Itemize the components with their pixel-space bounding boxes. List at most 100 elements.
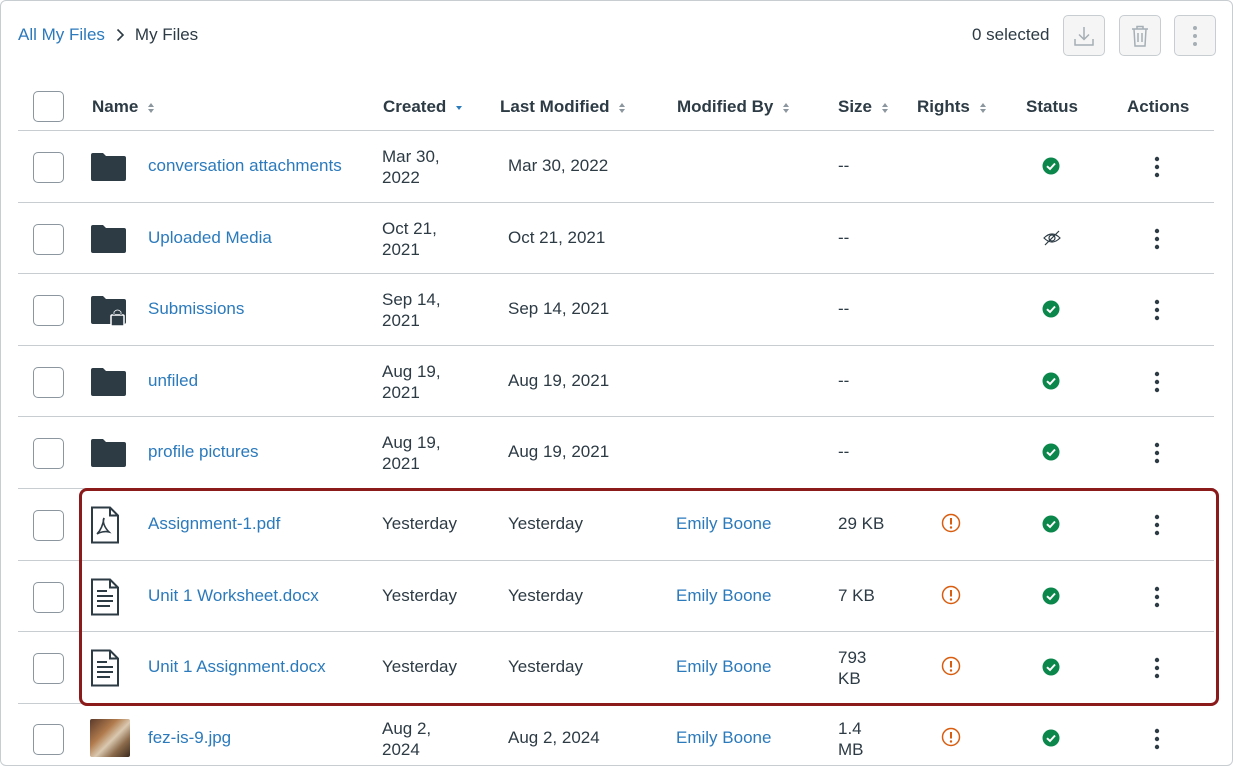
table-header: Name Created Last Modified Modified By S… [18, 83, 1214, 131]
row-actions-kebab-icon[interactable] [1146, 512, 1168, 538]
row-checkbox[interactable] [33, 295, 64, 327]
column-header-status: Status [1026, 97, 1078, 116]
chevron-right-icon [116, 25, 125, 45]
published-check-icon[interactable] [1042, 300, 1060, 318]
hidden-eye-icon[interactable] [1042, 229, 1062, 247]
published-check-icon[interactable] [1042, 372, 1060, 390]
file-name-link[interactable]: Submissions [148, 299, 245, 319]
usage-rights-warning-icon[interactable] [941, 585, 961, 605]
row-actions-kebab-icon[interactable] [1146, 369, 1168, 395]
published-check-icon[interactable] [1042, 729, 1060, 747]
selected-count: 0 selected [972, 25, 1050, 44]
created-date: Aug 19, 2021 [382, 361, 441, 403]
locked-folder-icon [90, 295, 127, 334]
row-checkbox[interactable] [33, 653, 64, 685]
created-date-line: 2021 [382, 311, 420, 331]
column-header-label: Modified By [677, 97, 774, 116]
usage-rights-warning-icon[interactable] [941, 656, 961, 676]
modified-date: Oct 21, 2021 [508, 227, 606, 247]
breadcrumb: All My Files My Files [18, 25, 198, 45]
modified-date: Yesterday [508, 513, 583, 533]
table-row[interactable]: conversation attachments Mar 30, 2022 Mar 3… [18, 131, 1214, 203]
file-size-line: 1.4 [838, 718, 862, 738]
file-size: -- [838, 156, 850, 175]
file-name-link[interactable]: Uploaded Media [148, 227, 272, 247]
sort-icon [783, 102, 790, 113]
column-header-actions: Actions [1127, 97, 1190, 116]
more-actions-button[interactable] [1174, 15, 1216, 56]
row-checkbox[interactable] [33, 509, 64, 541]
download-button[interactable] [1063, 15, 1105, 56]
sort-icon [979, 102, 986, 113]
download-icon [1074, 26, 1094, 46]
delete-button[interactable] [1119, 15, 1161, 56]
sort-icon [148, 102, 155, 113]
row-actions-kebab-icon[interactable] [1146, 226, 1168, 252]
created-date-line: Mar 30, [382, 147, 440, 166]
column-header-label: Name [92, 97, 139, 116]
row-checkbox[interactable] [33, 438, 64, 470]
published-check-icon[interactable] [1042, 157, 1060, 175]
table-row[interactable]: Unit 1 Worksheet.docx Yesterday Yesterday E… [18, 561, 1214, 633]
row-checkbox[interactable] [33, 581, 64, 613]
usage-rights-warning-icon[interactable] [941, 513, 961, 533]
row-checkbox[interactable] [33, 223, 64, 255]
table-row[interactable]: Unit 1 Assignment.docx Yesterday Yesterday… [18, 632, 1214, 704]
row-actions-kebab-icon[interactable] [1146, 297, 1168, 323]
table-row[interactable]: fez-is-9.jpg Aug 2, 2024 Aug 2, 2024 Emily B… [18, 704, 1214, 765]
published-check-icon[interactable] [1042, 443, 1060, 461]
column-header-label: Last Modified [500, 97, 610, 116]
row-actions-kebab-icon[interactable] [1146, 440, 1168, 466]
row-actions-kebab-icon[interactable] [1146, 154, 1168, 180]
folder-icon [90, 367, 127, 402]
table-row[interactable]: Submissions Sep 14, 2021 Sep 14, 2021 -- [18, 274, 1214, 346]
published-check-icon[interactable] [1042, 658, 1060, 676]
file-name-link[interactable]: Unit 1 Assignment.docx [148, 657, 326, 677]
created-date: Yesterday [382, 585, 457, 605]
table-row[interactable]: Assignment-1.pdf Yesterday Yesterday Emily … [18, 489, 1214, 561]
column-header-name[interactable]: Name [92, 97, 155, 117]
row-actions-kebab-icon[interactable] [1146, 726, 1168, 752]
row-checkbox[interactable] [33, 152, 64, 183]
row-checkbox[interactable] [33, 366, 64, 398]
table-row[interactable]: profile pictures Aug 19, 2021 Aug 19, 2021-… [18, 417, 1214, 489]
published-check-icon[interactable] [1042, 587, 1060, 605]
modified-date: Yesterday [508, 585, 583, 605]
folder-icon [90, 152, 127, 187]
modified-date: Yesterday [508, 657, 583, 677]
row-checkbox[interactable] [33, 723, 64, 755]
column-header-rights[interactable]: Rights [917, 97, 987, 117]
table-row[interactable]: unfiled Aug 19, 2021 Aug 19, 2021 -- [18, 346, 1214, 418]
file-name-link[interactable]: profile pictures [148, 442, 259, 462]
file-name-link[interactable]: fez-is-9.jpg [148, 727, 232, 747]
file-name-link[interactable]: Unit 1 Worksheet.docx [148, 585, 319, 605]
file-name-link[interactable]: conversation attachments [148, 156, 342, 175]
usage-rights-warning-icon[interactable] [941, 727, 961, 747]
row-actions-kebab-icon[interactable] [1146, 584, 1168, 610]
table-body: conversation attachments Mar 30, 2022 Mar 3… [18, 131, 1214, 765]
document-icon [90, 649, 120, 692]
trash-icon [1132, 25, 1148, 47]
breadcrumb-all-my-files[interactable]: All My Files [18, 25, 105, 44]
column-header-size[interactable]: Size [838, 97, 889, 117]
select-all-checkbox[interactable] [33, 91, 64, 122]
created-date-line: Oct 21, [382, 218, 437, 238]
column-header-modified-by[interactable]: Modified By [677, 97, 790, 117]
column-header-last-modified[interactable]: Last Modified [500, 97, 626, 117]
row-actions-kebab-icon[interactable] [1146, 655, 1168, 681]
table-row[interactable]: Uploaded Media Oct 21, 2021 Oct 21, 2021 -- [18, 203, 1214, 275]
modified-by-link[interactable]: Emily Boone [676, 727, 772, 747]
column-header-created[interactable]: Created [383, 97, 463, 117]
modified-by-link[interactable]: Emily Boone [676, 513, 772, 533]
modified-by-link[interactable]: Emily Boone [676, 657, 772, 677]
kebab-icon [1193, 25, 1197, 46]
file-size-line: MB [838, 739, 864, 759]
created-date-line: 2021 [382, 454, 420, 474]
column-header-label: Created [383, 97, 447, 116]
published-check-icon[interactable] [1042, 515, 1060, 533]
created-date-line: Aug 19, [382, 361, 441, 381]
column-header-label: Rights [917, 97, 970, 116]
file-name-link[interactable]: unfiled [148, 370, 199, 390]
modified-by-link[interactable]: Emily Boone [676, 585, 772, 605]
file-name-link[interactable]: Assignment-1.pdf [148, 513, 281, 533]
